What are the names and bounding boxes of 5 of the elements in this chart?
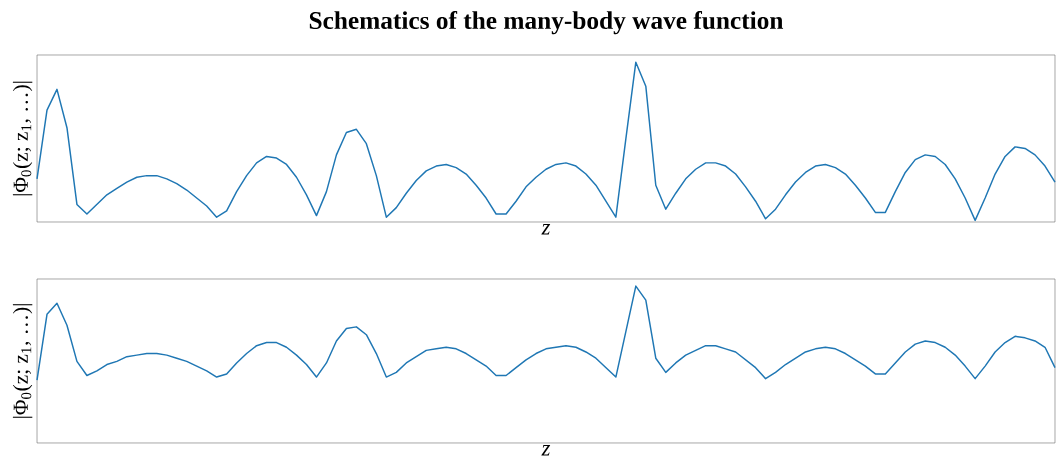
y-axis-title: |Φ$_{0}$(z; z$_{1}$, …)| bbox=[12, 304, 33, 418]
y-axis-title: |Φ$_{0}$(z; z$_{1}$, …)| bbox=[12, 81, 33, 196]
chart-title: Schematics of the many-body wave function bbox=[309, 10, 784, 35]
x-axis-title: z bbox=[541, 224, 551, 235]
x-axis-title: z bbox=[541, 445, 551, 456]
